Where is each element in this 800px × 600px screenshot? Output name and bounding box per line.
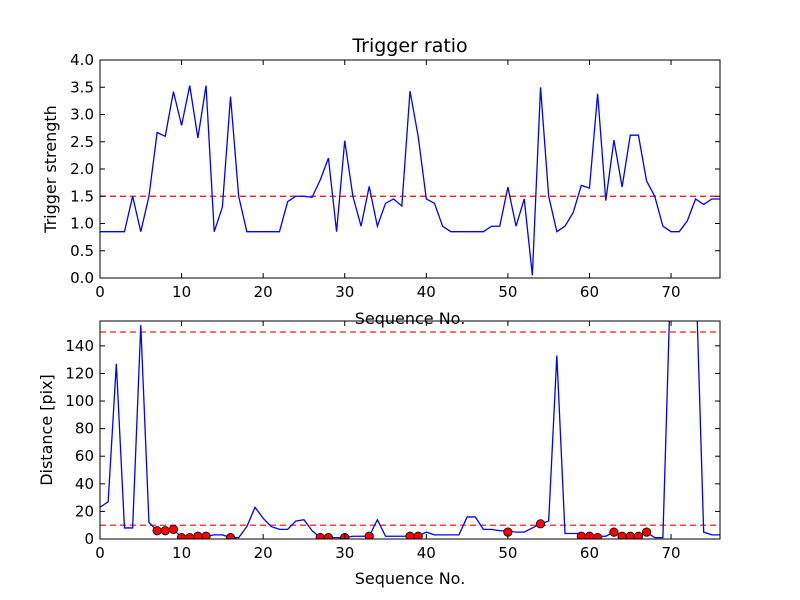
- y-tick-label: 1.5: [70, 187, 94, 205]
- y-tick-label: 0.0: [70, 269, 94, 287]
- data-marker: [413, 531, 423, 539]
- data-marker: [535, 519, 546, 529]
- series-line: [100, 85, 720, 276]
- axes-frame: [99, 320, 721, 540]
- trigger-ratio-panel: 0 10 20 30 40 50 60 70 0.0 0.5 1.0 1.5 2.0 2.5 3.0 3.5 4…: [41, 35, 721, 328]
- x-tick-label: 10: [172, 283, 191, 301]
- y-tick-label: 40: [75, 475, 94, 493]
- x-tick-label: 0: [95, 544, 105, 562]
- data-marker: [160, 526, 170, 536]
- x-tick-label: 50: [498, 283, 517, 301]
- x-tick-label: 40: [417, 544, 436, 562]
- y-tick-label: 140: [65, 337, 94, 355]
- data-marker: [315, 533, 325, 539]
- x-tick-label: 10: [172, 544, 191, 562]
- x-tick-label: 70: [662, 283, 681, 301]
- plot-area: [100, 321, 720, 539]
- data-marker: [323, 533, 334, 539]
- x-tick-label: 50: [498, 544, 517, 562]
- y-tick-label: 3.0: [70, 106, 94, 124]
- y-axis-label: Distance [pix]: [37, 374, 56, 486]
- data-marker: [609, 527, 619, 537]
- series-line: [100, 321, 720, 539]
- y-tick-label: 120: [65, 364, 94, 382]
- x-tick-label: 70: [662, 544, 681, 562]
- x-tick-label: 0: [95, 283, 105, 301]
- y-tick-label: 0.5: [70, 242, 94, 260]
- data-marker: [168, 524, 179, 534]
- x-axis-label: Sequence No.: [355, 569, 466, 588]
- y-tick-label: 20: [75, 502, 94, 520]
- y-tick-label: 3.5: [70, 78, 94, 96]
- y-tick-label: 2.5: [70, 133, 94, 151]
- x-tick-label: 40: [417, 283, 436, 301]
- y-tick-label: 4.0: [70, 51, 94, 69]
- x-tick-label: 30: [335, 544, 354, 562]
- x-tick-label: 20: [254, 283, 273, 301]
- y-tick-label: 1.0: [70, 215, 94, 233]
- y-axis-label: Trigger strength: [41, 105, 60, 234]
- data-marker: [593, 533, 603, 539]
- x-tick-label: 30: [335, 283, 354, 301]
- tick-group: 0 10 20 30 40 50 60 70 0.0 0.5 1.0 1.5 2.0 2.5 3.0 3.5 4…: [70, 51, 720, 301]
- data-marker: [633, 531, 644, 539]
- chart-title: Trigger ratio: [351, 35, 467, 57]
- y-tick-label: 100: [65, 392, 94, 410]
- data-marker: [152, 526, 162, 536]
- x-tick-label: 60: [580, 283, 599, 301]
- y-tick-label: 80: [75, 420, 94, 438]
- distance-panel: 0 10 20 30 40 50 60 70 0 20 40 60 80 100 120 140 Sequen…: [37, 320, 721, 588]
- y-tick-label: 0: [84, 530, 94, 548]
- x-tick-label: 20: [254, 544, 273, 562]
- data-marker: [185, 533, 195, 539]
- data-marker: [201, 531, 211, 539]
- plot-area: [100, 85, 720, 276]
- x-tick-label: 60: [580, 544, 599, 562]
- y-tick-label: 60: [75, 447, 94, 465]
- data-marker: [641, 527, 652, 537]
- y-tick-label: 2.0: [70, 160, 94, 178]
- data-marker: [225, 533, 236, 539]
- x-axis-label: Sequence No.: [355, 309, 466, 328]
- data-marker: [364, 531, 374, 539]
- tick-group: 0 10 20 30 40 50 60 70 0 20 40 60 80 100 120 140: [65, 321, 720, 562]
